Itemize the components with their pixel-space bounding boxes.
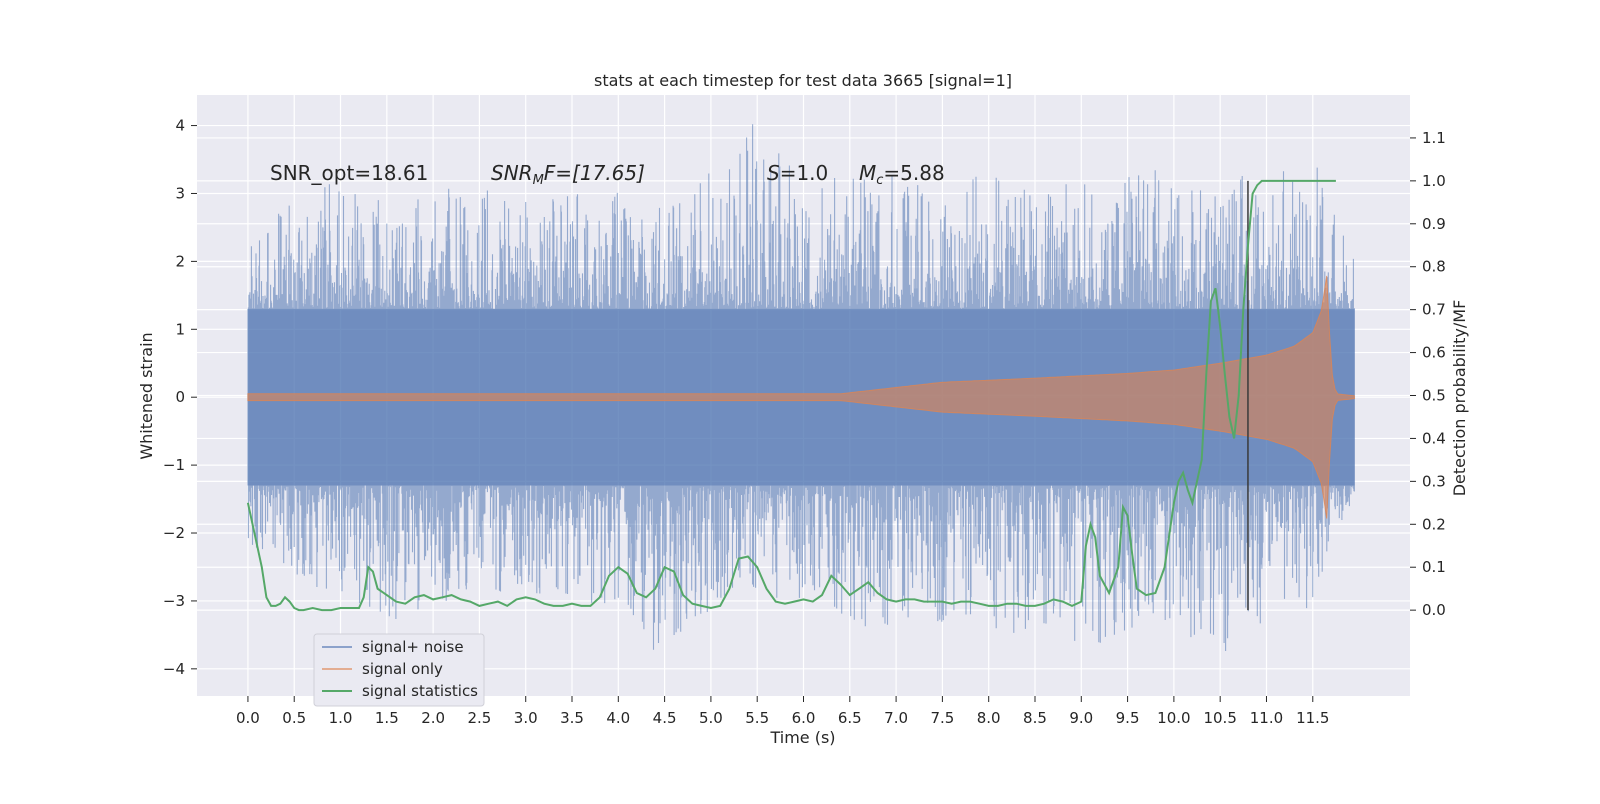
- x-tick-label: 5.5: [745, 709, 769, 727]
- x-tick-label: 10.5: [1203, 709, 1236, 727]
- x-tick-label: 4.5: [653, 709, 677, 727]
- x-tick-label: 7.0: [884, 709, 908, 727]
- x-tick-label: 3.5: [560, 709, 584, 727]
- x-tick-label: 8.0: [977, 709, 1001, 727]
- y2-tick-label: 0.6: [1422, 344, 1446, 362]
- s-val: =1.0: [780, 161, 829, 185]
- mc-var: M: [859, 161, 876, 185]
- x-tick-label: 0.5: [282, 709, 306, 727]
- legend-box: [313, 633, 485, 707]
- annotation-s: S=1.0: [767, 161, 828, 185]
- legend: signal+ noise signal only signal statist…: [313, 633, 485, 707]
- x-axis-label: Time (s): [769, 728, 835, 747]
- y-axis-label: Whitened strain: [137, 332, 156, 459]
- x-tick-label: 7.5: [930, 709, 954, 727]
- x-tick-label: 2.5: [467, 709, 491, 727]
- y2-tick-label: 0.8: [1422, 258, 1446, 276]
- y2-tick-label: 0.3: [1422, 472, 1446, 490]
- legend-label-signal-statistics: signal statistics: [362, 682, 478, 700]
- y-tick-label: 2: [175, 252, 185, 270]
- y2-axis-label: Detection probability/MF: [1450, 300, 1469, 497]
- series-signal-only: [247, 275, 1355, 519]
- x-tick-label: 11.5: [1296, 709, 1329, 727]
- x-tick-label: 10.0: [1157, 709, 1190, 727]
- y-tick-label: 3: [175, 184, 185, 202]
- y-tick-label: −2: [163, 524, 185, 542]
- y2-tick-label: 1.1: [1422, 129, 1446, 147]
- data-layer: [246, 124, 1355, 651]
- y2-tick-label: 0.1: [1422, 558, 1446, 576]
- y2-tick-label: 0.5: [1422, 387, 1446, 405]
- y2-tick-label: 0.9: [1422, 215, 1446, 233]
- x-tick-label: 5.0: [699, 709, 723, 727]
- x-tick-label: 1.0: [329, 709, 353, 727]
- y2-axis-ticks: 1.1 1.0 0.9 0.8 0.7 0.6 0.5 0.4 0.3 0.2 0.1 0.0: [1410, 129, 1446, 619]
- y-tick-label: −1: [163, 456, 185, 474]
- legend-label-signal-noise: signal+ noise: [362, 638, 464, 656]
- mc-val: =5.88: [883, 161, 944, 185]
- y2-tick-label: 0.7: [1422, 301, 1446, 319]
- y-tick-label: 1: [175, 320, 185, 338]
- x-tick-label: 9.0: [1069, 709, 1093, 727]
- x-axis-ticks: 0.0 0.5 1.0 1.5 2.0 2.5 3.0 3.5 4.0 4.5 5.0 5.5 6.0 6…: [236, 696, 1329, 727]
- x-tick-label: 4.0: [606, 709, 630, 727]
- chart-title: stats at each timestep for test data 366…: [594, 71, 1012, 90]
- y-axis-ticks: 4 3 2 1 0 −1 −2 −3 −4: [163, 117, 197, 678]
- snr-mf-rest: F=[17.65]: [544, 161, 645, 185]
- x-tick-label: 0.0: [236, 709, 260, 727]
- mc-sub: c: [876, 173, 883, 188]
- snr-mf-base: SNR: [491, 161, 533, 185]
- legend-label-signal-only: signal only: [362, 660, 443, 678]
- y2-tick-label: 1.0: [1422, 172, 1446, 190]
- annotation-snr-opt: SNR_opt=18.61: [270, 161, 428, 185]
- x-tick-label: 1.5: [375, 709, 399, 727]
- y-tick-label: −3: [163, 592, 185, 610]
- annotation-mc: Mc=5.88: [859, 161, 945, 188]
- snr-mf-sub: M: [533, 173, 544, 188]
- s-var: S: [767, 161, 780, 185]
- x-tick-label: 6.0: [792, 709, 816, 727]
- y2-tick-label: 0.0: [1422, 601, 1446, 619]
- y-tick-label: 0: [175, 388, 185, 406]
- x-tick-label: 6.5: [838, 709, 862, 727]
- x-tick-label: 3.0: [514, 709, 538, 727]
- x-tick-label: 11.0: [1250, 709, 1283, 727]
- x-tick-label: 2.0: [421, 709, 445, 727]
- x-tick-label: 8.5: [1023, 709, 1047, 727]
- y2-tick-label: 0.4: [1422, 429, 1446, 447]
- series-signal-statistics: [246, 179, 1336, 612]
- y2-tick-label: 0.2: [1422, 515, 1446, 533]
- y-tick-label: −4: [163, 660, 185, 678]
- annotation-snr-mf: SNRMF=[17.65]: [491, 161, 645, 188]
- x-tick-label: 9.5: [1116, 709, 1140, 727]
- y-tick-label: 4: [175, 117, 185, 135]
- annotations: SNR_opt=18.61 SNRMF=[17.65] S=1.0 Mc=5.8…: [270, 161, 945, 188]
